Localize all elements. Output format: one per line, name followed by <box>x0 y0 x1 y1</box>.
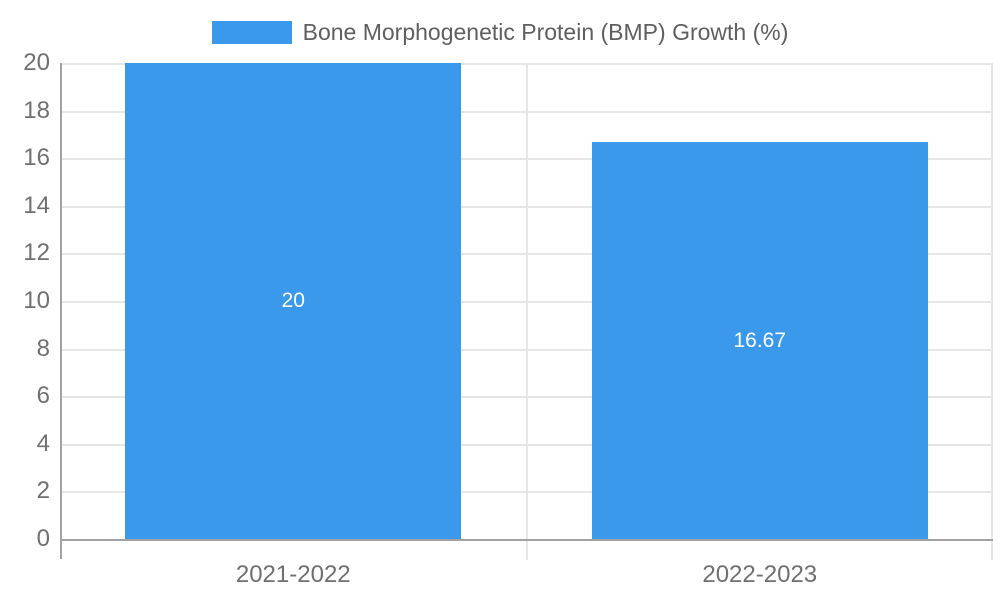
legend-swatch <box>211 21 292 44</box>
gridline <box>991 63 993 560</box>
y-tick-label: 14 <box>23 191 50 219</box>
y-axis-labels: 20 18 16 14 12 10 8 6 4 2 0 <box>0 49 50 552</box>
gridline <box>525 63 528 560</box>
y-tick-label: 4 <box>36 429 50 457</box>
x-category-label: 2021-2022 <box>235 561 351 588</box>
y-tick-label: 20 <box>23 49 50 76</box>
legend[interactable]: Bone Morphogenetic Protein (BMP) Growth … <box>0 19 1000 46</box>
x-axis-line <box>60 539 993 541</box>
y-tick-label: 16 <box>23 144 50 172</box>
bar-2021-2022[interactable]: 20 <box>125 63 462 539</box>
y-tick-label: 2 <box>36 477 50 505</box>
bar-value-label: 16.67 <box>733 328 787 352</box>
x-axis-labels: 2021-2022 2022-2023 <box>60 539 993 589</box>
y-tick-label: 8 <box>36 334 50 362</box>
category-slot: 16.67 <box>527 63 994 539</box>
y-tick-label: 12 <box>23 239 50 267</box>
bar-2022-2023[interactable]: 16.67 <box>591 142 928 539</box>
legend-label: Bone Morphogenetic Protein (BMP) Growth … <box>302 19 789 45</box>
y-axis-line <box>60 63 62 559</box>
y-tick-label: 18 <box>23 96 50 124</box>
x-category-label: 2022-2023 <box>702 561 818 588</box>
category-slot: 20 <box>60 63 527 539</box>
y-tick-label: 0 <box>36 525 50 552</box>
y-tick-label: 10 <box>23 287 50 314</box>
bar-value-label: 20 <box>281 289 305 312</box>
y-tick-label: 6 <box>36 382 50 410</box>
plot-area: 20 16.67 <box>60 63 994 560</box>
